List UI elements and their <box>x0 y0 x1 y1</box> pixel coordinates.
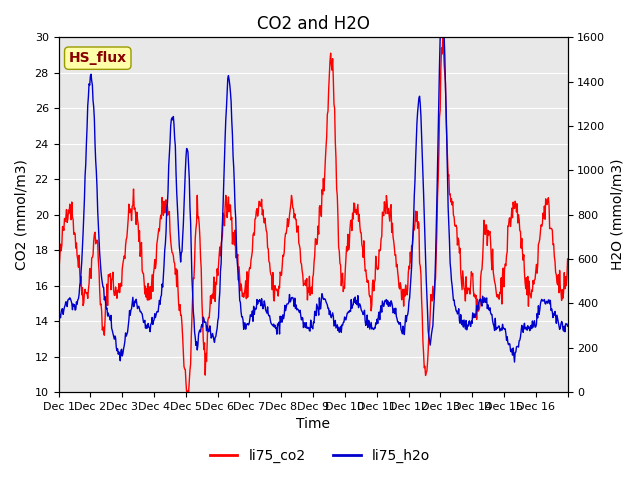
li75_h2o <box>436 35 444 40</box>
li75_co2 <box>564 256 572 262</box>
li75_h2o <box>564 324 572 329</box>
Line: li75_co2: li75_co2 <box>58 37 568 392</box>
li75_co2 <box>394 276 402 281</box>
li75_h2o <box>115 351 122 357</box>
li75_h2o <box>252 306 260 312</box>
X-axis label: Time: Time <box>296 418 330 432</box>
li75_h2o <box>54 320 62 326</box>
li75_h2o <box>233 257 241 263</box>
Y-axis label: CO2 (mmol/m3): CO2 (mmol/m3) <box>15 159 29 270</box>
li75_co2 <box>183 389 191 395</box>
li75_co2 <box>253 206 261 212</box>
li75_h2o <box>365 318 373 324</box>
Legend: li75_co2, li75_h2o: li75_co2, li75_h2o <box>204 443 436 468</box>
li75_h2o <box>208 334 216 339</box>
li75_co2 <box>234 252 241 257</box>
Text: HS_flux: HS_flux <box>68 51 127 65</box>
li75_co2 <box>366 294 374 300</box>
Line: li75_h2o: li75_h2o <box>58 37 568 362</box>
li75_co2 <box>209 291 216 297</box>
li75_h2o <box>511 359 518 365</box>
Y-axis label: H2O (mmol/m3): H2O (mmol/m3) <box>611 159 625 270</box>
li75_co2 <box>115 289 122 295</box>
li75_co2 <box>439 35 447 40</box>
li75_co2 <box>54 265 62 271</box>
li75_h2o <box>394 319 401 325</box>
Title: CO2 and H2O: CO2 and H2O <box>257 15 369 33</box>
